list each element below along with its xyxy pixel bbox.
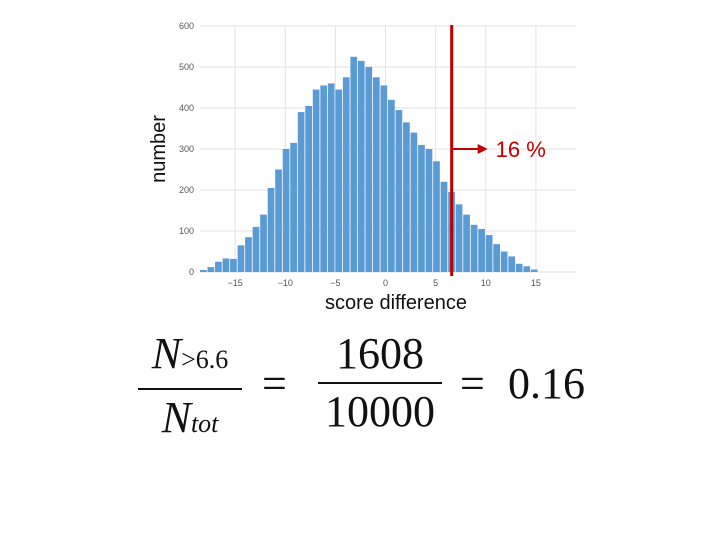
equals-sign-1: = (262, 359, 287, 408)
x-tick-label: 10 (481, 278, 491, 288)
histogram-bar (200, 269, 207, 272)
histogram-bar (275, 169, 282, 272)
histogram-bar (523, 266, 531, 272)
histogram-bar (350, 56, 358, 272)
y-tick-label: 600 (179, 21, 194, 31)
tick-labels: −15 −10 −5 0 5 10 15 0 100 200 300 400 500 600 (179, 21, 541, 288)
histogram-bar (530, 269, 538, 272)
histogram-bar (433, 161, 440, 272)
histogram-bar (207, 267, 215, 272)
histogram-bar (418, 144, 425, 272)
equals-sign-2: = (460, 359, 485, 408)
histogram-bar (410, 132, 418, 272)
x-tick-label: −15 (227, 278, 242, 288)
histogram-bar (260, 214, 267, 272)
histogram-bar (470, 224, 478, 272)
middle-denominator: 10000 (325, 387, 435, 436)
histogram-bar (342, 77, 350, 272)
lhs-denominator: Ntot (161, 393, 219, 442)
histogram-bar (508, 256, 516, 272)
histogram-bar (297, 112, 305, 272)
histogram-bar (478, 228, 485, 272)
lhs-fraction-bar (138, 388, 242, 390)
histogram-bar (327, 83, 335, 273)
lhs-numerator-subscript: >6.6 (181, 345, 229, 374)
histogram-bar (237, 245, 245, 272)
y-tick-label: 300 (179, 144, 194, 154)
histogram-bar (365, 67, 373, 272)
histogram-bar (215, 261, 222, 272)
middle-numerator: 1608 (336, 329, 424, 378)
histogram-bar (282, 149, 290, 272)
threshold-percent-label: 16 % (496, 137, 546, 162)
histogram-bar (372, 77, 380, 272)
histogram-bar (440, 181, 448, 272)
histogram-bar (425, 149, 433, 272)
histogram-bar (493, 244, 500, 272)
histogram-bar (515, 263, 523, 272)
histogram-bar (455, 204, 463, 272)
histogram-bar (463, 214, 470, 272)
histogram-bar (230, 258, 237, 272)
histogram-bar (388, 99, 395, 272)
histogram-bar (312, 89, 320, 272)
y-tick-label: 400 (179, 103, 194, 113)
threshold-arrowhead (477, 144, 488, 154)
y-axis-label: number (148, 115, 170, 183)
y-tick-label: 500 (179, 62, 194, 72)
middle-fraction: 1608 10000 (318, 330, 442, 436)
y-tick-label: 0 (189, 267, 194, 277)
x-tick-label: −5 (330, 278, 340, 288)
y-tick-label: 100 (179, 226, 194, 236)
x-axis-label: score difference (325, 292, 467, 314)
x-tick-label: −10 (278, 278, 293, 288)
histogram-bar (320, 85, 328, 272)
lhs-denominator-subscript: tot (190, 409, 219, 438)
x-tick-label: 15 (531, 278, 541, 288)
x-tick-label: 5 (433, 278, 438, 288)
histogram-bar (305, 105, 312, 272)
middle-fraction-bar (318, 382, 442, 384)
histogram-chart: −15 −10 −5 0 5 10 15 0 100 200 300 400 500 600 16 % s… (148, 21, 576, 314)
histogram-bars (200, 56, 538, 273)
histogram-bar (485, 235, 493, 272)
probability-formula: N>6.6 Ntot = 1608 10000 = 0.16 (0, 330, 720, 450)
lhs-fraction: N>6.6 Ntot (138, 330, 242, 448)
histogram-bar (403, 122, 410, 272)
histogram-bar (500, 251, 508, 272)
lhs-numerator: N>6.6 (151, 329, 229, 378)
x-tick-label: 0 (383, 278, 388, 288)
histogram-bar (380, 85, 388, 272)
histogram-bar (395, 110, 403, 272)
histogram-bar (252, 226, 260, 272)
histogram-bar (357, 60, 365, 272)
formula-result: 0.16 (508, 359, 585, 408)
histogram-bar (245, 237, 252, 272)
histogram-bar (267, 187, 275, 272)
histogram-bar (222, 258, 230, 272)
histogram-bar (335, 89, 343, 272)
y-tick-label: 200 (179, 185, 194, 195)
histogram-bar (290, 142, 297, 272)
